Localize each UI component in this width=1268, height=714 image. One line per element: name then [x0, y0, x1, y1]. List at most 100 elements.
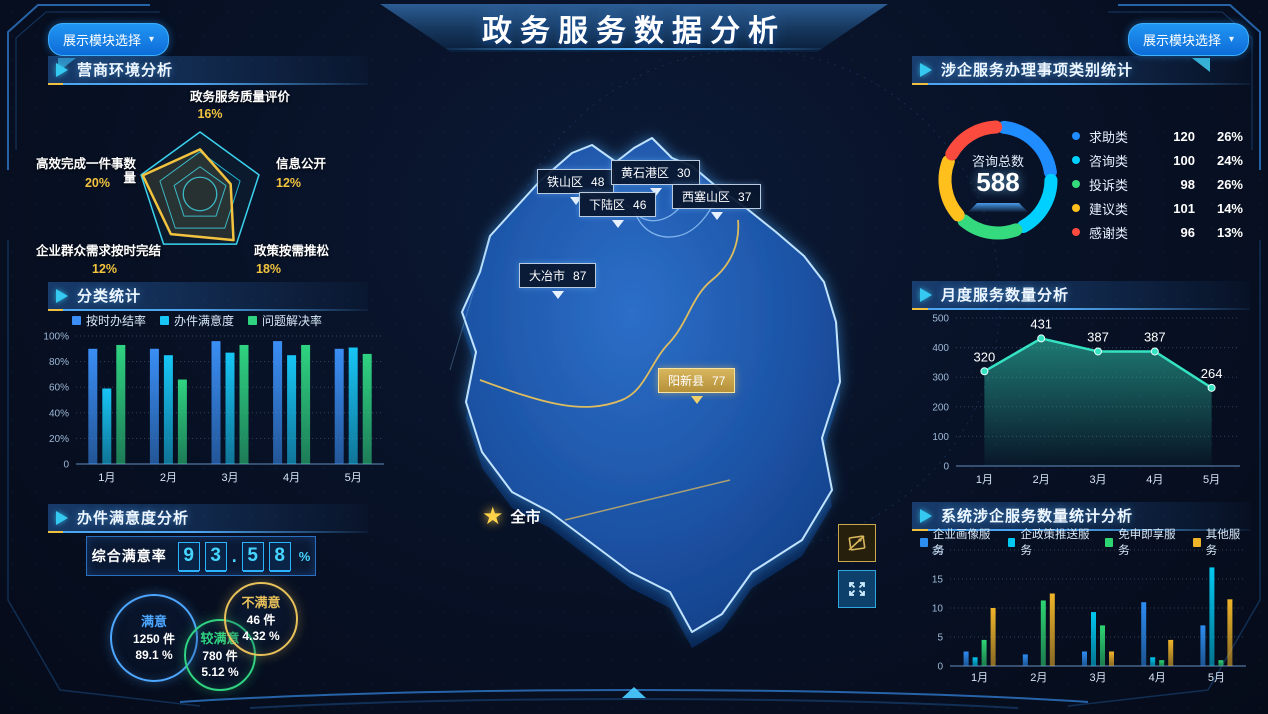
- svg-text:0: 0: [937, 662, 943, 673]
- radar-axis-label: 高效完成一件事数量: [35, 157, 136, 186]
- svg-text:387: 387: [1144, 329, 1166, 344]
- legend-item[interactable]: 办件满意度: [159, 312, 234, 329]
- chevron-down-icon: ▾: [149, 33, 155, 45]
- legend-label: 按时办结率: [85, 314, 146, 328]
- legend-label: 感谢类: [1089, 225, 1129, 241]
- module-select-button-right[interactable]: 展示模块选择 ▾: [1128, 23, 1250, 56]
- svg-text:431: 431: [1030, 316, 1052, 331]
- legend-dot: [1072, 180, 1080, 188]
- legend-swatch: [1007, 537, 1016, 547]
- section-category-stats: 分类统计: [48, 282, 368, 311]
- svg-text:3月: 3月: [221, 472, 238, 484]
- section-title: 涉企服务办理事项类别统计: [941, 62, 1134, 79]
- section-title: 系统涉企服务数量统计分析: [941, 508, 1134, 525]
- satisfaction-bubble: 不满意 46 件 4.32 %: [224, 582, 298, 656]
- svg-text:200: 200: [932, 402, 949, 413]
- legend-dot: [1072, 228, 1080, 236]
- legend-value: 120: [1173, 128, 1195, 144]
- donut-legend-item[interactable]: 咨询类 100 24%: [1072, 148, 1243, 172]
- module-select-button-left[interactable]: 展示模块选择 ▾: [48, 23, 170, 56]
- play-triangle-icon: [920, 62, 932, 77]
- city-map[interactable]: [420, 49, 1001, 660]
- legend-label: 办件满意度: [173, 314, 234, 328]
- rate-digit: 5: [241, 541, 264, 571]
- bubble-label: 不满意: [241, 595, 281, 611]
- donut-center-value: 588: [976, 167, 1020, 197]
- module-select-label: 展示模块选择: [1143, 33, 1222, 48]
- marker-name: 下陆区: [589, 198, 626, 212]
- play-triangle-icon: [920, 508, 932, 523]
- map-marker-阳新县[interactable]: 阳新县 77: [658, 368, 736, 404]
- map-marker-铁山区[interactable]: 铁山区 48: [537, 169, 615, 205]
- legend-label: 求助类: [1089, 129, 1129, 145]
- marker-name: 大冶市: [529, 269, 566, 283]
- radar-axis-value: 12%: [92, 262, 118, 276]
- marker-value: 30: [677, 166, 691, 180]
- map-layer-toggle-button[interactable]: [838, 524, 876, 562]
- rate-digit: 3: [204, 541, 227, 571]
- legend-item[interactable]: 问题解决率: [248, 312, 322, 329]
- marker-value: 48: [591, 175, 605, 189]
- system-legend: 企业画像服务 企政策推送服务 免申即享服务 其他服务: [920, 526, 1260, 558]
- legend-label: 企业画像服务: [932, 529, 991, 557]
- donut-center-label: 咨询总数: [971, 154, 1024, 169]
- svg-text:3月: 3月: [1089, 672, 1106, 684]
- section-system-service: 系统涉企服务数量统计分析: [912, 502, 1250, 531]
- section-business-environment: 营商环境分析: [48, 56, 368, 85]
- radar-chart: [140, 131, 260, 245]
- legend-item[interactable]: 企业画像服务: [920, 526, 994, 558]
- legend-swatch: [1192, 537, 1201, 547]
- city-star[interactable]: ★ 全市: [482, 502, 541, 531]
- header-banner: 政务服务数据分析: [380, 4, 888, 52]
- svg-text:4月: 4月: [283, 472, 300, 484]
- legend-item[interactable]: 按时办结率: [71, 312, 146, 329]
- donut-legend-item[interactable]: 投诉类 98 26%: [1072, 172, 1243, 196]
- svg-text:5月: 5月: [1203, 474, 1220, 486]
- radar-axis-value: 18%: [256, 262, 282, 276]
- legend-value: 98: [1180, 176, 1195, 192]
- legend-label: 其他服务: [1205, 529, 1241, 557]
- monthly-area-chart: 0 100 200 300 400 500 1月 2月 3月 4月 5月 320 431 387 387 26…: [932, 314, 1240, 486]
- legend-value: 101: [1173, 200, 1195, 216]
- section-monthly-service: 月度服务数量分析: [912, 281, 1250, 310]
- bubble-count: 1250 件: [132, 631, 176, 646]
- marker-name: 西塞山区: [682, 190, 731, 204]
- marker-pointer-icon: [710, 212, 723, 220]
- svg-text:5: 5: [937, 633, 943, 644]
- svg-text:2月: 2月: [1030, 672, 1047, 684]
- marker-value: 77: [712, 374, 726, 388]
- legend-dot: [1072, 132, 1080, 140]
- map-marker-黄石港区[interactable]: 黄石港区 30: [611, 160, 701, 196]
- legend-percent: 26%: [1216, 176, 1243, 192]
- svg-text:80%: 80%: [49, 357, 69, 368]
- svg-text:5月: 5月: [1208, 672, 1225, 684]
- section-enterprise-category: 涉企服务办理事项类别统计: [912, 56, 1250, 85]
- module-select-label: 展示模块选择: [63, 33, 142, 48]
- map-marker-西塞山区[interactable]: 西塞山区 37: [672, 184, 762, 220]
- bubble-label: 满意: [140, 614, 167, 630]
- fullscreen-button[interactable]: [838, 570, 876, 608]
- donut-legend: 求助类 120 26% 咨询类 100 24% 投诉类 98 26% 建议类 101 14% 感谢类 96…: [1072, 124, 1243, 244]
- play-triangle-icon: [56, 62, 68, 77]
- donut-platform-decoration: [968, 203, 1028, 212]
- marker-name: 铁山区: [547, 175, 584, 189]
- donut-legend-item[interactable]: 建议类 101 14%: [1072, 196, 1243, 220]
- legend-item[interactable]: 免申即享服务: [1105, 526, 1179, 558]
- marker-pointer-icon: [569, 197, 582, 205]
- svg-text:0: 0: [943, 462, 949, 473]
- map-marker-大冶市[interactable]: 大冶市 87: [519, 263, 597, 299]
- star-icon: ★: [482, 503, 504, 530]
- category-legend: 按时办结率 办件满意度 问题解决率: [48, 312, 360, 329]
- map-marker-下陆区[interactable]: 下陆区 46: [579, 192, 657, 228]
- legend-item[interactable]: 其他服务: [1192, 526, 1246, 558]
- donut-legend-item[interactable]: 求助类 120 26%: [1072, 124, 1243, 148]
- legend-item[interactable]: 企政策推送服务: [1007, 526, 1092, 558]
- play-triangle-icon: [920, 287, 932, 302]
- donut-legend-item[interactable]: 感谢类 96 13%: [1072, 220, 1243, 244]
- svg-text:2月: 2月: [160, 472, 177, 484]
- marker-value: 46: [633, 198, 647, 212]
- bubble-count: 780 件: [202, 648, 238, 663]
- overall-rate-label: 综合满意率: [91, 548, 167, 564]
